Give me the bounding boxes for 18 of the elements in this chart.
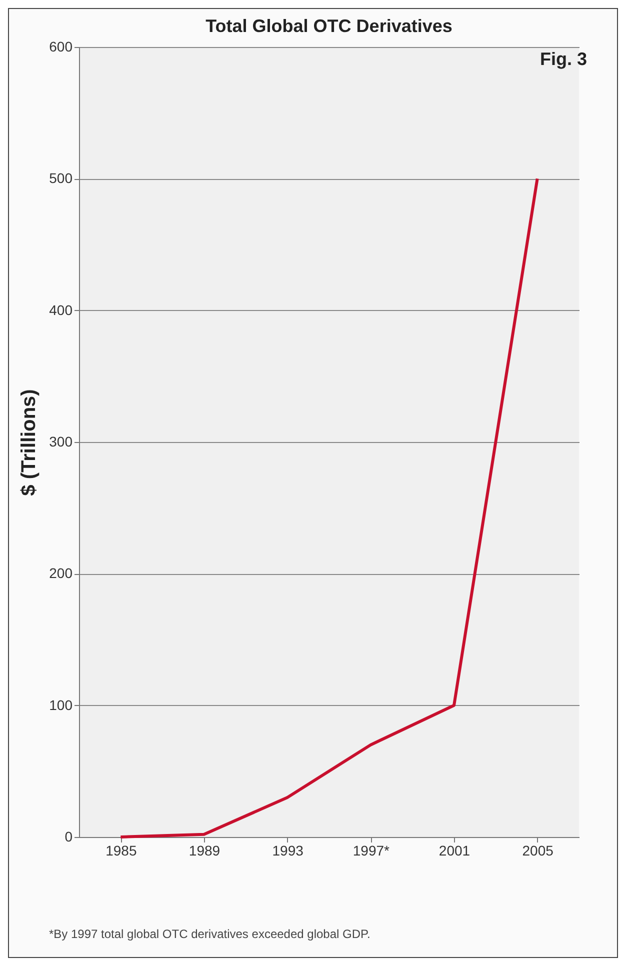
annotation: Fig. 3 xyxy=(540,49,587,70)
line-series xyxy=(119,177,539,838)
text: *By 1997 total global OTC derivatives exceeded global GDP. xyxy=(49,927,370,941)
chart-title: Total Global OTC Derivatives xyxy=(206,16,452,36)
x-tick-label: 1989 xyxy=(188,842,220,858)
y-tick-label: 100 xyxy=(49,696,73,713)
y-tick-label: 300 xyxy=(49,434,73,450)
y-tick-label: 600 xyxy=(49,38,73,54)
y-axis-title: $ (Trillions) xyxy=(18,389,40,496)
x-tick-label: 1997* xyxy=(352,842,390,858)
x-tick-label: 2001 xyxy=(438,842,470,858)
y-tick-label: 200 xyxy=(49,565,73,582)
x-tick-label: 2005 xyxy=(522,842,554,858)
x-tick-label: 1985 xyxy=(106,842,137,858)
y-tick-label: 0 xyxy=(64,828,73,844)
y-tick-label: 500 xyxy=(49,170,73,186)
x-tick-label: 1993 xyxy=(272,842,304,858)
y-tick-label: 400 xyxy=(49,302,73,318)
